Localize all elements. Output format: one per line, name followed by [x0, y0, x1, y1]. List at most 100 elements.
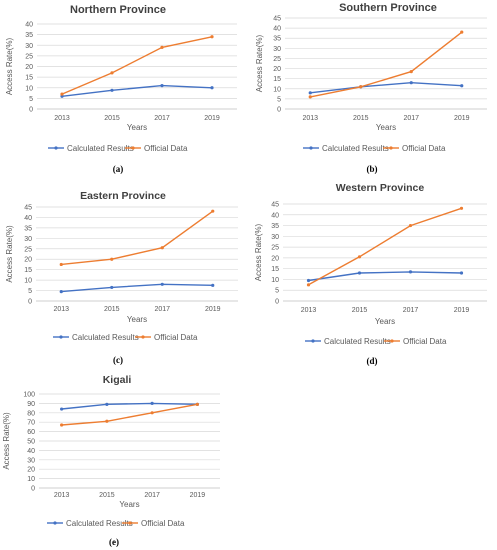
y-tick-label: 30 [27, 457, 35, 464]
y-tick-label: 35 [271, 223, 279, 230]
data-point [308, 95, 312, 99]
y-axis-title: Access Rate(%) [5, 225, 14, 283]
y-tick-label: 0 [31, 486, 35, 493]
x-axis-title: Years [119, 500, 139, 509]
y-tick-label: 40 [25, 22, 33, 29]
legend-marker [131, 146, 135, 150]
legend-marker [309, 146, 313, 150]
data-point [59, 262, 63, 267]
data-point [60, 407, 64, 411]
y-tick-label: 100 [23, 392, 35, 399]
y-tick-label: 0 [277, 107, 281, 114]
x-tick-label: 2015 [104, 306, 120, 313]
y-tick-label: 30 [271, 234, 279, 241]
x-tick-label: 2013 [53, 306, 69, 313]
y-axis-title: Access Rate(%) [2, 412, 11, 470]
y-tick-label: 10 [24, 278, 32, 285]
legend-label: Calculated Results [72, 333, 139, 342]
x-tick-label: 2019 [454, 115, 470, 122]
chart-1: Northern Province 0 5 10 15 20 25 30 35 40 2013 201… [5, 4, 237, 174]
panel-label: (c) [113, 355, 123, 365]
data-point [160, 84, 164, 88]
data-point [408, 270, 413, 274]
data-point [211, 283, 215, 287]
x-tick-label: 2013 [301, 307, 317, 314]
data-point [110, 88, 114, 92]
data-point [150, 401, 154, 405]
chart-3: Eastern Province 0 5 10 15 20 25 30 35 40 45 2013 20… [5, 190, 238, 365]
series-line-calculated [310, 81, 462, 94]
x-tick-label: 2015 [353, 115, 369, 122]
y-tick-label: 20 [27, 467, 35, 474]
y-tick-label: 0 [29, 107, 33, 114]
y-tick-label: 35 [24, 225, 32, 232]
y-tick-label: 0 [28, 299, 32, 306]
x-axis-title: Years [127, 123, 147, 132]
data-point [210, 86, 214, 90]
y-tick-label: 40 [24, 215, 32, 222]
x-axis-title: Years [376, 123, 396, 132]
series-line-official [61, 210, 214, 266]
x-tick-label: 2015 [104, 115, 120, 122]
series-line-calculated [308, 271, 462, 282]
legend-label: Calculated Results [324, 337, 391, 346]
data-point [459, 206, 464, 210]
chart-title: Eastern Province [80, 190, 166, 202]
data-point [210, 35, 214, 39]
y-tick-label: 25 [271, 245, 279, 252]
series-line-official [310, 31, 463, 98]
x-tick-label: 2013 [302, 115, 318, 122]
data-point [409, 81, 413, 85]
y-tick-label: 25 [24, 246, 32, 253]
series-line-official [61, 403, 198, 426]
data-point [460, 30, 464, 34]
legend-marker [390, 339, 394, 343]
data-point [306, 283, 311, 287]
y-tick-label: 5 [275, 288, 279, 295]
chart-title: Northern Province [70, 4, 166, 16]
series-line-official [308, 207, 462, 286]
y-tick-label: 15 [25, 75, 33, 82]
legend-label: Official Data [402, 144, 446, 153]
y-tick-label: 45 [24, 205, 32, 212]
data-point [359, 85, 363, 89]
y-tick-label: 40 [27, 448, 35, 455]
legend-marker [141, 335, 145, 339]
y-tick-label: 50 [27, 439, 35, 446]
y-tick-label: 80 [27, 410, 35, 417]
x-tick-label: 2017 [403, 115, 419, 122]
y-tick-label: 10 [27, 476, 35, 483]
legend-label: Official Data [403, 337, 447, 346]
y-tick-label: 45 [271, 202, 279, 209]
panel-label: (a) [113, 164, 124, 174]
x-tick-label: 2015 [99, 492, 115, 499]
y-tick-label: 10 [25, 85, 33, 92]
y-tick-label: 40 [271, 212, 279, 219]
data-point [110, 285, 114, 290]
legend-label: Calculated Results [66, 519, 133, 528]
legend-marker [59, 335, 63, 339]
data-point [150, 411, 154, 415]
x-tick-label: 2013 [54, 115, 70, 122]
legend-marker [389, 146, 393, 150]
x-tick-label: 2019 [205, 306, 221, 313]
y-tick-label: 30 [25, 43, 33, 50]
data-point [460, 84, 464, 88]
data-point [357, 255, 362, 259]
chart-4: Western Province 0 5 10 15 20 25 30 35 40 45 2013 20… [254, 182, 487, 366]
data-point [408, 223, 413, 228]
x-tick-label: 2017 [154, 306, 170, 313]
data-point [105, 402, 109, 406]
data-point [60, 92, 64, 96]
data-point [160, 45, 164, 49]
x-tick-label: 2013 [54, 492, 70, 499]
y-tick-label: 45 [273, 16, 281, 23]
y-tick-label: 30 [273, 46, 281, 53]
legend-label: Official Data [141, 519, 185, 528]
chart-title: Kigali [103, 374, 132, 386]
y-tick-label: 20 [24, 257, 32, 264]
y-tick-label: 10 [273, 86, 281, 93]
y-tick-label: 40 [273, 26, 281, 33]
data-point [308, 91, 312, 95]
y-tick-label: 35 [25, 32, 33, 39]
